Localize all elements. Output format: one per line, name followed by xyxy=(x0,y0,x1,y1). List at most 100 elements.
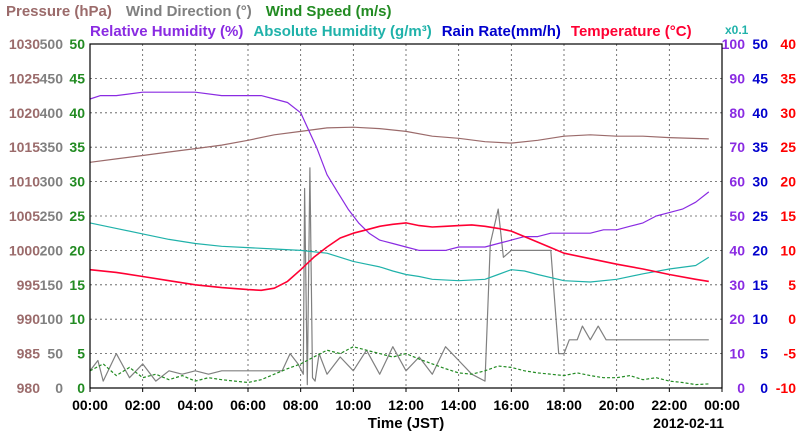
temperature-tick-label-2: 30 xyxy=(780,105,796,121)
rain_rate-tick-label-6: 20 xyxy=(752,242,768,258)
wind_speed-tick-label-6: 20 xyxy=(69,242,85,258)
pressure-tick-label-6: 1000 xyxy=(9,242,40,258)
wind_speed-tick-label-10: 0 xyxy=(77,380,85,396)
plot-frame xyxy=(89,43,723,389)
rain_rate-tick-label-3: 35 xyxy=(752,139,768,155)
wind_direction-tick-label-10: 0 xyxy=(55,380,63,396)
rain_rate-tick-label-7: 15 xyxy=(752,277,768,293)
rain_rate-tick-label-1: 45 xyxy=(752,70,768,86)
wind_direction-tick-label-9: 50 xyxy=(47,346,63,362)
series-line-0 xyxy=(89,126,709,163)
legend-item-1-3: Temperature (°C) xyxy=(571,23,692,40)
rain_rate-tick-label-10: 0 xyxy=(760,380,768,396)
relative_humidity-tick-label-5: 50 xyxy=(729,208,745,224)
relative_humidity-tick-label-1: 90 xyxy=(729,70,745,86)
relative_humidity-tick-label-7: 30 xyxy=(729,277,745,293)
series xyxy=(89,91,710,386)
wind_direction-tick-label-5: 250 xyxy=(40,208,64,224)
wind_speed-tick-label-3: 35 xyxy=(69,139,85,155)
axes: 1030102510201015101010051000995990985980… xyxy=(9,36,796,432)
series-line-2 xyxy=(89,91,710,251)
wind_direction-tick-label-6: 200 xyxy=(40,242,64,258)
x-tick-label-9: 18:00 xyxy=(546,397,582,413)
temperature-tick-label-6: 10 xyxy=(780,242,796,258)
temperature-tick-label-9: -5 xyxy=(784,346,797,362)
chart-date: 2012-02-11 xyxy=(653,415,724,431)
relative_humidity-tick-label-9: 10 xyxy=(729,346,745,362)
x-tick-label-0: 00:00 xyxy=(72,397,108,413)
series-line-4 xyxy=(89,222,709,292)
rain_rate-tick-label-8: 10 xyxy=(752,311,768,327)
temperature-tick-label-8: 0 xyxy=(788,311,796,327)
wind_direction-tick-label-2: 400 xyxy=(40,105,64,121)
rain_rate-tick-label-9: 5 xyxy=(760,346,768,362)
rain_rate-tick-label-0: 50 xyxy=(752,36,768,52)
temperature-tick-label-1: 35 xyxy=(780,70,796,86)
x-tick-label-7: 14:00 xyxy=(441,397,477,413)
pressure-tick-label-0: 1030 xyxy=(9,36,40,52)
wind_direction-tick-label-1: 450 xyxy=(40,70,64,86)
relative_humidity-tick-label-8: 20 xyxy=(729,311,745,327)
x-tick-label-12: 00:00 xyxy=(704,397,740,413)
pressure-tick-label-2: 1020 xyxy=(9,105,40,121)
legend-item-0-2: Wind Speed (m/s) xyxy=(266,3,392,20)
pressure-tick-label-4: 1010 xyxy=(9,174,40,190)
x-tick-label-6: 12:00 xyxy=(388,397,424,413)
legend-item-1-1: Absolute Humidity (g/m³) xyxy=(253,23,431,40)
plot-border xyxy=(89,43,723,389)
grid xyxy=(90,44,722,388)
wind_direction-tick-label-3: 350 xyxy=(40,139,64,155)
wind_direction-tick-label-4: 300 xyxy=(40,174,64,190)
relative_humidity-tick-label-2: 80 xyxy=(729,105,745,121)
wind_speed-tick-label-2: 40 xyxy=(69,105,85,121)
legend-item-1-2: Rain Rate(mm/h) xyxy=(442,23,561,40)
relative_humidity-tick-label-10: 0 xyxy=(737,380,745,396)
wind_speed-tick-label-7: 15 xyxy=(69,277,85,293)
x-tick-label-1: 02:00 xyxy=(125,397,161,413)
relative_humidity-tick-label-0: 100 xyxy=(722,36,746,52)
temperature-tick-label-5: 15 xyxy=(780,208,796,224)
x-tick-label-5: 10:00 xyxy=(335,397,371,413)
wind_direction-tick-label-8: 100 xyxy=(40,311,64,327)
pressure-tick-label-5: 1005 xyxy=(9,208,40,224)
x-tick-label-3: 06:00 xyxy=(230,397,266,413)
pressure-tick-label-3: 1015 xyxy=(9,139,40,155)
wind_speed-tick-label-8: 10 xyxy=(69,311,85,327)
series-line-3 xyxy=(89,222,710,283)
relative_humidity-tick-label-3: 70 xyxy=(729,139,745,155)
series-line-5 xyxy=(89,346,709,386)
x-tick-label-2: 04:00 xyxy=(177,397,213,413)
right-axis-note: x0.1 xyxy=(725,23,749,37)
temperature-tick-label-3: 25 xyxy=(780,139,796,155)
x-axis-title: Time (JST) xyxy=(368,415,444,432)
x-tick-label-10: 20:00 xyxy=(599,397,635,413)
wind_speed-tick-label-0: 50 xyxy=(69,36,85,52)
legend-item-0-0: Pressure (hPa) xyxy=(6,3,112,20)
rain_rate-tick-label-2: 40 xyxy=(752,105,768,121)
legend-item-1-0: Relative Humidity (%) xyxy=(90,23,243,40)
wind_direction-tick-label-0: 500 xyxy=(40,36,64,52)
x-tick-label-4: 08:00 xyxy=(283,397,319,413)
wind_speed-tick-label-1: 45 xyxy=(69,70,85,86)
rain_rate-tick-label-4: 30 xyxy=(752,174,768,190)
relative_humidity-tick-label-6: 40 xyxy=(729,242,745,258)
pressure-tick-label-9: 985 xyxy=(17,346,41,362)
rain_rate-tick-label-5: 25 xyxy=(752,208,768,224)
temperature-tick-label-7: 5 xyxy=(788,277,796,293)
pressure-tick-label-10: 980 xyxy=(17,380,41,396)
legend: Pressure (hPa) Wind Direction (°) Wind Spe… xyxy=(6,3,749,40)
pressure-tick-label-8: 990 xyxy=(17,311,41,327)
temperature-tick-label-10: -10 xyxy=(776,380,796,396)
temperature-tick-label-0: 40 xyxy=(780,36,796,52)
relative_humidity-tick-label-4: 60 xyxy=(729,174,745,190)
wind_speed-tick-label-5: 25 xyxy=(69,208,85,224)
wind_direction-tick-label-7: 150 xyxy=(40,277,64,293)
temperature-tick-label-4: 20 xyxy=(780,174,796,190)
wind_speed-tick-label-9: 5 xyxy=(77,346,85,362)
x-tick-label-11: 22:00 xyxy=(651,397,687,413)
wind_speed-tick-label-4: 30 xyxy=(69,174,85,190)
pressure-tick-label-1: 1025 xyxy=(9,70,40,86)
x-tick-label-8: 16:00 xyxy=(493,397,529,413)
